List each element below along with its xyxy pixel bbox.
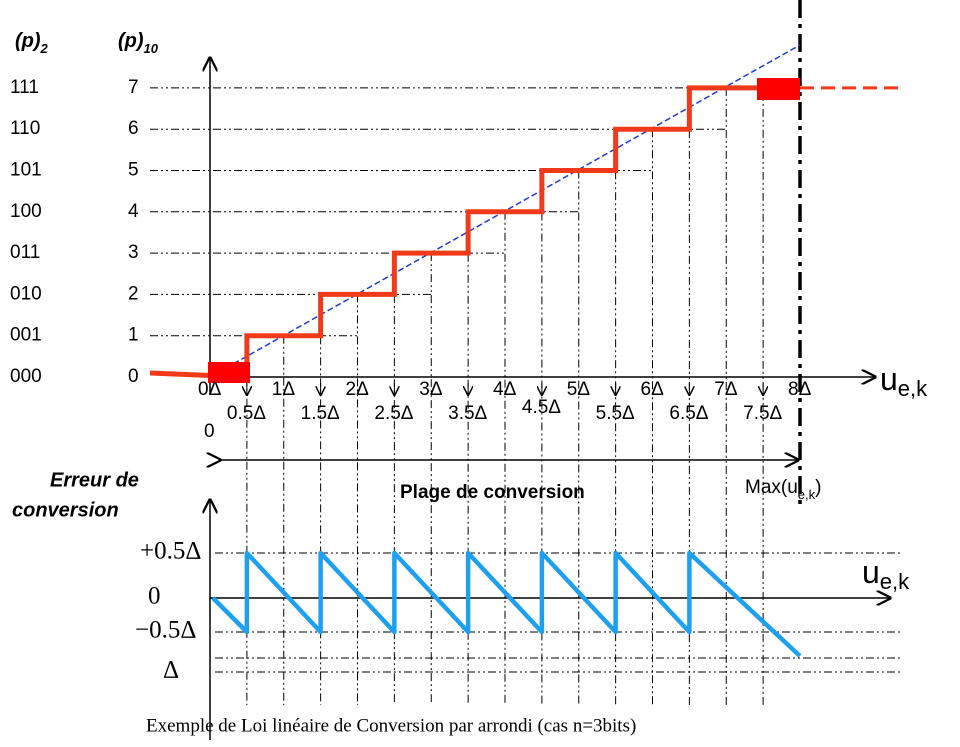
error-sawtooth [211,550,802,658]
axis-label: ue,k [880,361,928,400]
binary-header-main: (p) [15,30,41,52]
max-label-sub: e,k [798,487,816,502]
x-half-label: 0.5Δ [227,403,266,424]
binary-code: 101 [10,160,42,181]
x-label: 4Δ [493,379,517,400]
x-half-label: 5.5Δ [596,403,635,424]
level-label: 4 [128,201,139,222]
error-title: Erreur de [50,469,139,491]
decimal-header-sub: 10 [144,41,159,56]
binary-code: 000 [10,366,42,387]
x-half-label: 6.5Δ [669,403,708,424]
binary-header-sub: 2 [40,41,49,56]
x-label: 8Δ [788,379,812,400]
x-half-label: 1.5Δ [301,403,340,424]
max-label-main: Max(u [745,477,798,498]
axis-label-sub: e,k [898,376,928,401]
binary-code: 001 [10,325,42,346]
axis-label: ue,k [862,554,910,593]
level-label: 5 [128,160,139,181]
binary-code: 111 [10,77,39,98]
binary-code: 110 [10,118,40,139]
x-label: 3Δ [419,379,443,400]
binary-code: 100 [10,201,42,222]
x-half-label: 2.5Δ [374,403,413,424]
x-half-label: 7.5Δ [743,403,782,424]
max-label: Max(ue,k) [745,477,821,502]
level-label: 6 [128,118,139,139]
max-label-end: ) [815,477,821,498]
error-label: −0.5Δ [135,617,196,644]
caption: Exemple de Loi linéaire de Conversion pa… [146,715,636,736]
axis-label-sub: e,k [880,569,910,594]
x-half-label: 4.5Δ [522,397,561,418]
axis-label-main: u [862,554,880,590]
error-label: 0 [148,583,161,610]
x-label: 2Δ [346,379,370,400]
binary-code: 011 [10,242,40,263]
x-label: 6Δ [641,379,665,400]
level-label: 1 [128,325,139,346]
x-label: 0Δ [198,379,222,400]
error-title: conversion [12,499,119,521]
origin-label: 0 [204,421,215,442]
error-label: Δ [163,657,179,684]
decimal-header: (p)10 [118,30,159,56]
staircase [149,85,800,380]
x-half-label: 3.5Δ [448,403,487,424]
marker-box [757,78,800,100]
level-label: 2 [128,283,139,304]
x-label: 5Δ [567,379,591,400]
binary-header: (p)2 [15,30,49,56]
range-label: Plage de conversion [400,482,585,503]
level-label: 3 [128,242,139,263]
axis-label-main: u [880,361,898,397]
error-label: +0.5Δ [140,538,201,565]
decimal-header-main: (p) [118,30,144,52]
layer: (p)2 (p)100000010100111001011101110123456… [10,0,928,740]
x-label: 1Δ [272,379,296,400]
marker-box [208,362,250,383]
binary-code: 010 [10,283,42,304]
level-label: 7 [128,77,139,98]
x-label: 7Δ [714,379,738,400]
level-label: 0 [128,366,139,387]
